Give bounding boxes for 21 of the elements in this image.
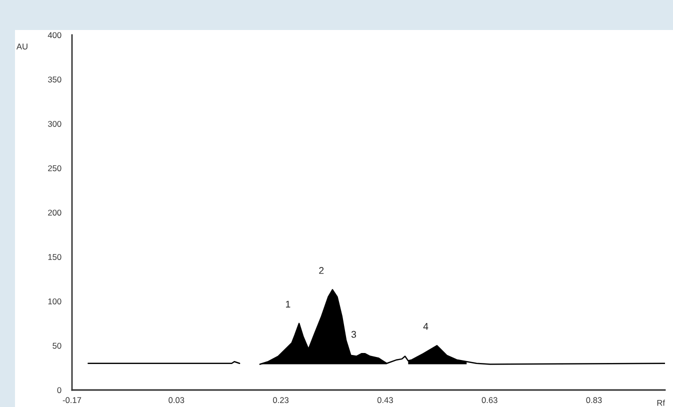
annotation: 1 <box>286 300 290 308</box>
y-tick-label: 350 <box>48 76 62 82</box>
x-tick-label: 0.63 <box>482 397 498 404</box>
x-tick-label: 0.83 <box>586 397 602 404</box>
annotation: 4 <box>423 323 428 330</box>
annotation: 2 <box>319 267 324 274</box>
x-tick-label: 0.43 <box>377 397 393 404</box>
x-tick-label: 0.03 <box>168 397 184 404</box>
y-tick-label: 0 <box>57 387 62 394</box>
y-tick-label: 100 <box>48 298 62 304</box>
x-tick-label: -0.17 <box>62 397 82 404</box>
y-tick-label: 400 <box>48 32 62 38</box>
y-tick-label: 250 <box>48 165 62 172</box>
y-tick-label: 150 <box>48 254 62 260</box>
x-axis-title: Rf <box>657 400 666 406</box>
x-tick-label: 0.23 <box>273 397 289 404</box>
y-tick-label: 300 <box>48 120 62 127</box>
annotation: 3 <box>351 330 356 338</box>
y-tick-label: 50 <box>52 342 62 349</box>
y-axis-title: AU <box>16 44 28 50</box>
y-tick-label: 200 <box>48 210 62 216</box>
